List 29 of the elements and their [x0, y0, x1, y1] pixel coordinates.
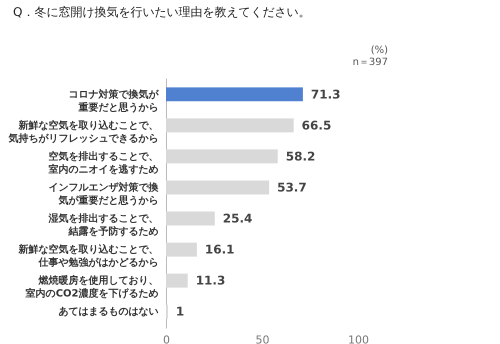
bar: [166, 242, 197, 257]
bar: [166, 118, 294, 132]
x-tick-label: 0: [163, 334, 170, 344]
data-label: 66.5: [302, 118, 332, 132]
y-tick-label: 新鮮な空気を取り込むことで、仕事や勉強がはかどるから: [18, 244, 158, 269]
data-label: 53.7: [277, 180, 307, 194]
y-tick-label: 空気を排出することで、室内のニオイを逃すため: [48, 150, 158, 176]
data-label: 16.1: [204, 242, 235, 257]
bar: [166, 274, 188, 288]
data-label: 58.2: [286, 149, 316, 164]
data-label: 71.3: [310, 87, 341, 102]
y-tick-label: コロナ対策で換気が重要だと思うから: [68, 88, 160, 114]
text: (%): [370, 45, 388, 56]
y-tick-label: 湿気を排出することで、結露を予防するため: [48, 212, 158, 238]
bar: [166, 87, 303, 102]
x-tick-label: 100: [348, 334, 369, 344]
bar: [166, 212, 215, 226]
y-tick-label: あてはまるものはない: [58, 306, 158, 318]
bar: [166, 180, 270, 194]
data-label: 11.3: [196, 274, 226, 288]
data-label: 25.4: [222, 212, 252, 226]
y-tick-label: インフルエンザ対策で換気が重要だと思うから: [48, 181, 160, 206]
data-label: 1: [176, 304, 184, 319]
y-tick-label: 新鮮な空気を取り込むことで、気持ちがリフレッシュできるから: [8, 119, 158, 144]
bar: [166, 149, 278, 164]
y-tick-label: 燃焼暖房を使用しており、室内のCO2濃度を下げるため: [26, 274, 158, 300]
chart-title: Q．冬に窓開け換気を行いたい理由を教えてください。: [13, 5, 310, 19]
x-tick-label: 50: [256, 334, 270, 344]
text: n＝397: [352, 57, 388, 68]
